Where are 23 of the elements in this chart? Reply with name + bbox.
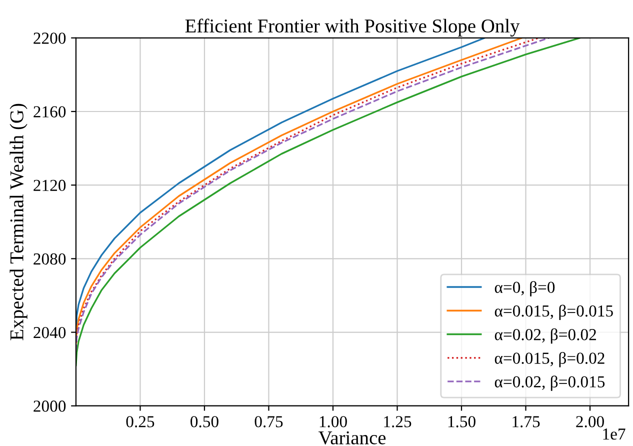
x-tick-label: 2.00 bbox=[576, 416, 604, 428]
x-axis-title: Variance bbox=[318, 431, 386, 444]
x-tick-label: 1.75 bbox=[512, 416, 540, 428]
y-tick-label: 2040 bbox=[34, 326, 66, 338]
y-tick-label: 2080 bbox=[34, 253, 66, 265]
legend-label: α=0.015, β=0.015 bbox=[494, 304, 613, 320]
x-tick-label: 0.25 bbox=[126, 416, 154, 428]
legend-label: α=0.015, β=0.02 bbox=[494, 352, 604, 368]
x-tick-label: 1.50 bbox=[448, 416, 476, 428]
y-tick-label: 2200 bbox=[34, 32, 66, 44]
legend-label: α=0.02, β=0.015 bbox=[494, 376, 605, 391]
x-tick-label: 0.75 bbox=[254, 416, 283, 428]
legend-label: α=0, β=0 bbox=[494, 281, 555, 296]
legend-label: α=0.02, β=0.02 bbox=[494, 328, 596, 344]
y-tick-label: 2160 bbox=[34, 106, 66, 118]
y-axis-title: Expected Terminal Wealth (G) bbox=[10, 104, 28, 340]
x-tick-label: 0.50 bbox=[190, 416, 218, 428]
chart-title: Efficient Frontier with Positive Slope Only bbox=[185, 18, 520, 37]
y-tick-label: 2120 bbox=[34, 180, 66, 192]
x-tick-label: 1.00 bbox=[320, 416, 347, 428]
text: 1e7 bbox=[603, 428, 626, 440]
y-tick-label: 2000 bbox=[34, 400, 66, 412]
x-tick-label: 1.25 bbox=[384, 416, 412, 428]
